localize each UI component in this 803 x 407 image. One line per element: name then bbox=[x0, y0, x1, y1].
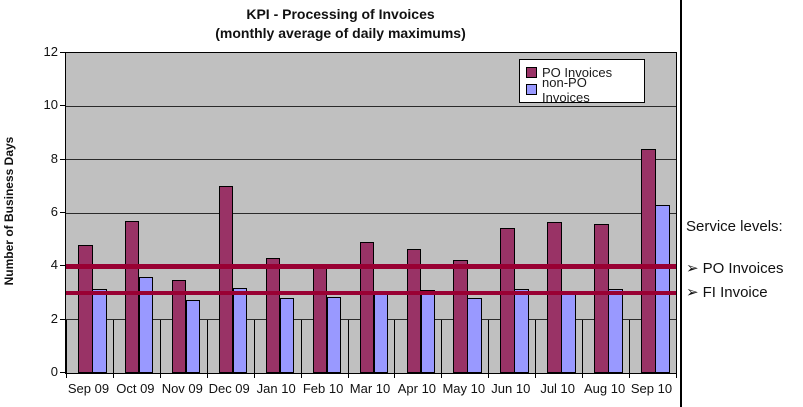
x-axis-tick bbox=[441, 319, 442, 378]
x-tick-label: Nov 09 bbox=[161, 381, 203, 396]
y-tick-mark bbox=[60, 52, 65, 53]
x-tick-label: Sep 09 bbox=[67, 381, 110, 396]
bar-po-invoices bbox=[641, 149, 656, 373]
x-axis-tick bbox=[160, 319, 161, 378]
y-tick-label-6: 6 bbox=[50, 204, 58, 219]
x-axis-tick bbox=[629, 319, 630, 378]
x-tick-label: Jan 10 bbox=[256, 381, 296, 396]
y-tick-mark bbox=[60, 372, 65, 373]
bar-po-invoices bbox=[218, 186, 234, 373]
y-tick-label-12: 12 bbox=[43, 44, 58, 59]
bar-non-po-invoices bbox=[185, 299, 201, 373]
y-tick-mark bbox=[60, 265, 65, 267]
service-level-item-po: ➢ PO Invoices bbox=[686, 259, 801, 277]
legend-item-nonpo: non-PO Invoices bbox=[526, 75, 638, 105]
service-levels-heading: Service levels: bbox=[686, 218, 783, 235]
x-tick-label: Jun 10 bbox=[491, 381, 531, 396]
non-po-invoices-swatch-icon bbox=[526, 84, 537, 95]
service-level-item-fi: ➢ FI Invoice bbox=[686, 283, 801, 301]
y-tick-label-0: 0 bbox=[50, 364, 58, 379]
bar-non-po-invoices bbox=[514, 289, 529, 373]
arrow-bullet-icon: ➢ bbox=[686, 284, 699, 301]
x-axis-tick bbox=[113, 319, 114, 378]
x-axis-tick bbox=[66, 319, 67, 378]
bar-non-po-invoices bbox=[138, 277, 154, 373]
x-tick-label: Mar 10 bbox=[349, 381, 391, 396]
x-axis-tick bbox=[488, 319, 489, 378]
bar-non-po-invoices bbox=[420, 290, 435, 373]
x-tick-label: Feb 10 bbox=[302, 381, 344, 396]
y-tick-mark bbox=[60, 105, 65, 107]
bar-non-po-invoices bbox=[561, 291, 576, 373]
chart-title-line2: (monthly average of daily maximums) bbox=[215, 25, 466, 41]
bar-po-invoices bbox=[124, 221, 140, 373]
x-axis-tick bbox=[582, 319, 583, 378]
service-level-fi-label: FI Invoice bbox=[702, 284, 768, 301]
y-tick-label-2: 2 bbox=[50, 310, 58, 326]
arrow-bullet-icon: ➢ bbox=[686, 260, 699, 277]
service-level-line-3 bbox=[66, 291, 676, 295]
bar-non-po-invoices bbox=[655, 205, 670, 373]
bar-non-po-invoices bbox=[467, 298, 482, 373]
chart-title: KPI - Processing of Invoices (monthly av… bbox=[0, 5, 681, 43]
x-tick-label: Aug 10 bbox=[583, 381, 626, 396]
bar-po-invoices bbox=[453, 259, 468, 373]
x-tick-label: Jul 10 bbox=[540, 381, 576, 396]
bar-po-invoices bbox=[547, 222, 562, 373]
chart-right-border bbox=[680, 0, 682, 407]
y-tick-label-10: 10 bbox=[43, 97, 58, 113]
x-axis-tick bbox=[394, 319, 395, 378]
x-axis-tick bbox=[254, 319, 255, 378]
y-tick-label-8: 8 bbox=[50, 150, 58, 166]
legend-label-nonpo: non-PO Invoices bbox=[542, 74, 590, 105]
bar-non-po-invoices bbox=[608, 289, 623, 373]
gridline-10 bbox=[66, 105, 676, 107]
bar-po-invoices bbox=[312, 263, 328, 373]
bar-non-po-invoices bbox=[92, 289, 107, 373]
gridline-6 bbox=[66, 212, 676, 214]
x-axis-tick bbox=[348, 319, 349, 378]
legend: PO Invoices non-PO Invoices bbox=[519, 59, 645, 105]
x-tick-label: May 10 bbox=[442, 381, 486, 396]
x-tick-label: Apr 10 bbox=[397, 381, 437, 396]
bar-po-invoices bbox=[359, 242, 374, 373]
service-level-line-4 bbox=[66, 263, 676, 269]
legend-label-po: PO Invoices bbox=[542, 65, 613, 80]
y-tick-mark bbox=[60, 318, 65, 320]
bar-non-po-invoices bbox=[232, 287, 248, 373]
gridline-8 bbox=[66, 159, 676, 161]
x-axis-tick bbox=[301, 319, 302, 378]
y-axis-title: Number of Business Days bbox=[2, 136, 16, 286]
x-tick-label: Dec 09 bbox=[208, 381, 250, 396]
y-tick-label-4: 4 bbox=[50, 257, 58, 273]
bar-non-po-invoices bbox=[326, 297, 342, 373]
x-axis-tick bbox=[676, 319, 677, 378]
y-tick-mark bbox=[60, 158, 65, 160]
chart-title-line1: KPI - Processing of Invoices bbox=[246, 6, 435, 22]
bar-non-po-invoices bbox=[373, 291, 388, 373]
x-tick-label: Oct 09 bbox=[116, 381, 155, 396]
plot-area bbox=[65, 52, 677, 378]
bar-po-invoices bbox=[594, 223, 609, 373]
x-axis-tick bbox=[535, 319, 536, 378]
bar-po-invoices bbox=[500, 227, 515, 373]
x-tick-label: Sep 10 bbox=[630, 381, 673, 396]
service-levels-panel: Service levels: ➢ PO Invoices ➢ FI Invoice bbox=[686, 218, 801, 307]
po-invoices-swatch-icon bbox=[526, 67, 537, 78]
bar-non-po-invoices bbox=[279, 298, 295, 373]
legend-item-po: PO Invoices bbox=[526, 64, 638, 81]
x-axis-tick bbox=[207, 319, 208, 378]
y-tick-mark bbox=[60, 212, 65, 213]
service-level-po-label: PO Invoices bbox=[702, 260, 784, 277]
bar-po-invoices bbox=[265, 258, 281, 373]
